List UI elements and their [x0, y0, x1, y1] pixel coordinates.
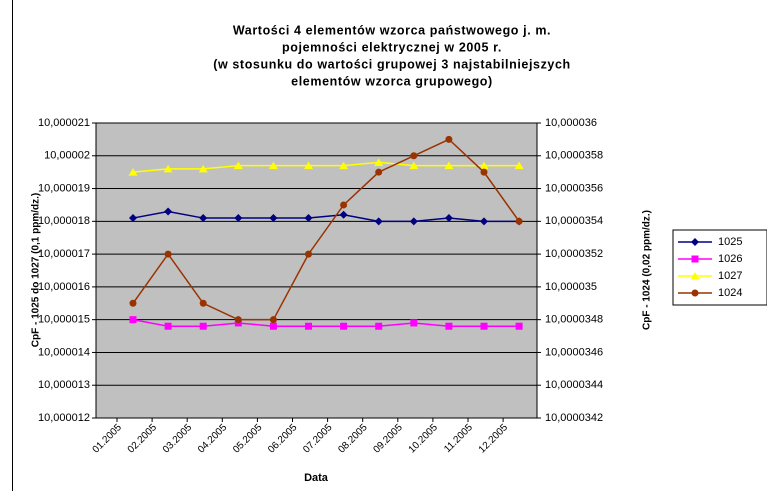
data-point — [304, 214, 313, 223]
data-point — [410, 319, 418, 327]
data-point — [128, 168, 138, 176]
data-point — [163, 164, 173, 173]
y2-tick-label: 10,0000358 — [545, 150, 603, 162]
data-point — [339, 210, 348, 219]
data-point — [374, 158, 384, 166]
data-point — [234, 316, 242, 324]
data-point — [304, 161, 313, 170]
data-point — [340, 322, 348, 330]
y-axis-title: CpF - 1025 do 1027 (0,1 ppm/dz.) — [31, 193, 42, 347]
data-point — [409, 161, 419, 170]
data-point — [164, 322, 172, 330]
x-tick-label: 09.2005 — [371, 422, 405, 456]
chart-title: elementów wzorca grupowego) — [291, 74, 493, 88]
series-line — [132, 138, 520, 321]
data-point — [269, 322, 277, 330]
data-point — [198, 164, 208, 173]
data-point — [374, 217, 383, 226]
x-tick-label: 01.2005 — [91, 422, 125, 456]
y-tick-label: 10,000021 — [38, 117, 90, 129]
legend-marker — [691, 289, 699, 297]
series-line — [132, 318, 520, 327]
x-tick-label: 12.2005 — [477, 422, 511, 456]
x-tick-label: 03.2005 — [161, 422, 195, 456]
y2-tick-label: 10,0000342 — [545, 412, 603, 424]
data-point — [409, 217, 418, 226]
y-tick-label: 10,000014 — [38, 346, 90, 358]
x-tick-label: 11.2005 — [442, 422, 475, 455]
y-tick-label: 10,000015 — [38, 314, 90, 326]
data-point — [199, 322, 207, 330]
legend-label: 1026 — [718, 253, 742, 265]
data-point — [129, 214, 137, 223]
data-point — [375, 322, 383, 330]
data-point — [445, 322, 453, 330]
data-point — [199, 299, 207, 307]
data-point — [479, 161, 489, 170]
y2-tick-label: 10,0000356 — [545, 182, 603, 194]
x-tick-label: 07.2005 — [301, 422, 335, 456]
y-tick-label: 10,00002 — [44, 150, 90, 162]
data-point — [129, 299, 137, 307]
y-tick-label: 10,000016 — [38, 281, 90, 293]
data-point — [164, 250, 172, 258]
y2-tick-label: 10,0000352 — [545, 248, 603, 260]
x-tick-label: 06.2005 — [266, 422, 300, 456]
data-point — [268, 161, 278, 170]
legend-label: 1025 — [718, 236, 742, 248]
data-point — [164, 207, 173, 216]
data-point — [305, 250, 312, 258]
data-point — [375, 168, 383, 176]
y-tick-label: 10,000012 — [38, 412, 90, 424]
data-point — [269, 214, 278, 223]
legend-marker — [691, 238, 699, 246]
legend-label: 1027 — [718, 270, 742, 282]
data-point — [129, 316, 137, 324]
y-tick-label: 10,000019 — [38, 182, 90, 194]
y2-tick-label: 10,000036 — [545, 117, 597, 129]
data-point — [445, 135, 453, 143]
x-tick-label: 08.2005 — [336, 422, 370, 456]
y2-tick-label: 10,0000346 — [545, 346, 603, 358]
legend-marker — [690, 272, 700, 280]
data-point — [515, 322, 523, 330]
data-point — [514, 161, 524, 170]
y2-tick-label: 10,000035 — [545, 281, 597, 293]
data-point — [199, 214, 208, 223]
data-point — [340, 201, 348, 209]
data-point — [305, 322, 312, 330]
y2-tick-label: 10,0000354 — [545, 215, 603, 227]
x-tick-label: 05.2005 — [231, 422, 265, 456]
x-tick-label: 02.2005 — [126, 422, 160, 456]
x-tick-label: 10.2005 — [407, 422, 441, 456]
plot-area — [95, 122, 538, 419]
data-point — [233, 161, 243, 170]
chart-title: pojemności elektrycznej w 2005 r. — [282, 40, 502, 54]
y-tick-label: 10,000018 — [38, 215, 90, 227]
y-tick-label: 10,000017 — [38, 248, 90, 260]
legend-marker — [691, 255, 699, 263]
chart-title: Wartości 4 elementów wzorca państwowego … — [233, 23, 551, 37]
y-tick-label: 10,000013 — [38, 379, 90, 391]
y2-tick-label: 10,0000348 — [545, 314, 603, 326]
x-tick-label: 04.2005 — [196, 422, 230, 456]
x-axis-title: Data — [304, 472, 329, 484]
data-point — [410, 152, 418, 160]
data-point — [234, 214, 243, 223]
data-point — [269, 316, 277, 324]
legend-label: 1024 — [718, 287, 742, 299]
series-line — [132, 210, 520, 223]
chart-title: (w stosunku do wartości grupowej 3 najst… — [213, 57, 571, 71]
series-line — [132, 161, 520, 173]
data-point — [480, 168, 488, 176]
data-point — [515, 217, 523, 225]
y2-axis-title: CpF - 1024 (0,02 ppm/dz.) — [642, 210, 653, 330]
data-point — [444, 161, 454, 170]
y2-tick-label: 10,0000344 — [545, 379, 603, 391]
data-point — [444, 214, 453, 223]
data-point — [480, 322, 488, 330]
data-point — [339, 161, 349, 170]
data-point — [480, 217, 488, 226]
